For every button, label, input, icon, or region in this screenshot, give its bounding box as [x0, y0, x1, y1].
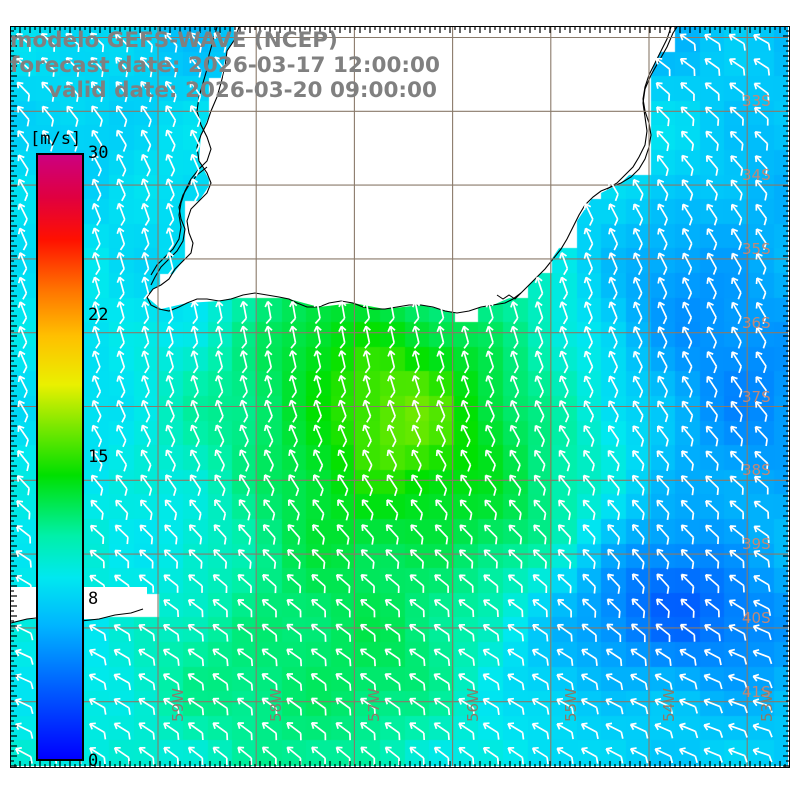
latitude-label-37S: 37S: [742, 388, 771, 406]
longitude-label-55W: 55W: [562, 688, 580, 722]
colorbar-units-label: [m/s]: [30, 129, 82, 149]
latitude-label-39S: 39S: [742, 535, 771, 553]
wind-speed-field: [11, 27, 789, 767]
colorbar-tick-8: 8: [88, 589, 99, 609]
colorbar-tick-15: 15: [88, 447, 109, 467]
colorbar-tick-30: 30: [88, 143, 109, 163]
longitude-label-56W: 56W: [464, 688, 482, 722]
colorbar-tick-0: 0: [88, 751, 99, 771]
latitude-label-38S: 38S: [742, 461, 771, 479]
latitude-label-40S: 40S: [742, 609, 771, 627]
longitude-label-54W: 54W: [660, 688, 678, 722]
latitude-label-34S: 34S: [742, 166, 771, 184]
longitude-label-58W: 58W: [267, 688, 285, 722]
longitude-label-57W: 57W: [365, 688, 383, 722]
longitude-label-59W: 59W: [169, 688, 187, 722]
latitude-label-35S: 35S: [742, 240, 771, 258]
colorbar[interactable]: [36, 153, 84, 761]
colorbar-tick-22: 22: [88, 305, 109, 325]
latitude-label-36S: 36S: [742, 314, 771, 332]
map-plot-area[interactable]: [10, 26, 790, 768]
latitude-label-41S: 41S: [742, 683, 771, 701]
latitude-label-33S: 33S: [742, 92, 771, 110]
wind-barb-layer: [14, 32, 773, 766]
